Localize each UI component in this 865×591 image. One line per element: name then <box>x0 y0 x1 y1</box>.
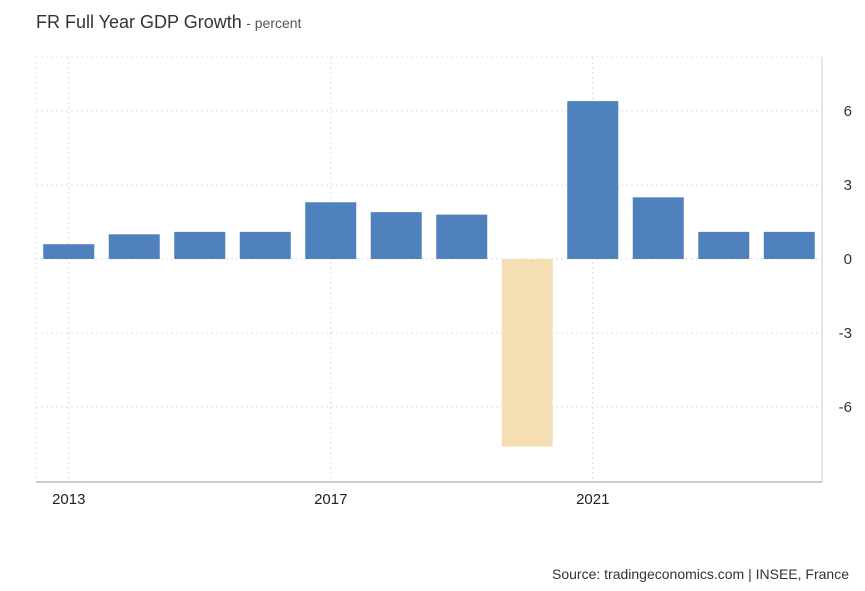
bar-2014[interactable] <box>108 234 160 259</box>
y-tick-label: -6 <box>839 399 852 416</box>
bar-2016[interactable] <box>239 231 291 259</box>
bar-2020[interactable] <box>501 259 553 447</box>
grid <box>35 56 822 482</box>
y-tick-label: 3 <box>844 177 852 194</box>
bar-2023[interactable] <box>698 231 750 259</box>
x-tick-label-2017: 2017 <box>314 491 347 508</box>
y-tick-label: 6 <box>844 103 852 120</box>
source-note: Source: tradingeconomics.com | INSEE, Fr… <box>552 566 849 582</box>
x-tick-label-2013: 2013 <box>52 491 85 508</box>
bars <box>43 101 815 447</box>
bar-2018[interactable] <box>370 212 422 259</box>
bar-2024[interactable] <box>763 231 815 259</box>
bar-2013[interactable] <box>43 244 95 259</box>
chart-title: FR Full Year GDP Growth <box>36 12 242 32</box>
bar-2022[interactable] <box>632 197 684 259</box>
bar-2015[interactable] <box>174 231 226 259</box>
chart-subtitle: - percent <box>246 15 302 31</box>
bar-2021[interactable] <box>567 101 619 259</box>
y-tick-label: -3 <box>839 325 852 342</box>
axes: 2013 2017 2021 6 3 0 -3 -6 <box>36 57 852 508</box>
x-tick-label-2021: 2021 <box>576 491 609 508</box>
bar-2019[interactable] <box>436 214 488 259</box>
y-tick-label: 0 <box>844 251 852 268</box>
bar-2017[interactable] <box>305 202 357 259</box>
chart-title-block: FR Full Year GDP Growth - percent <box>36 12 301 33</box>
